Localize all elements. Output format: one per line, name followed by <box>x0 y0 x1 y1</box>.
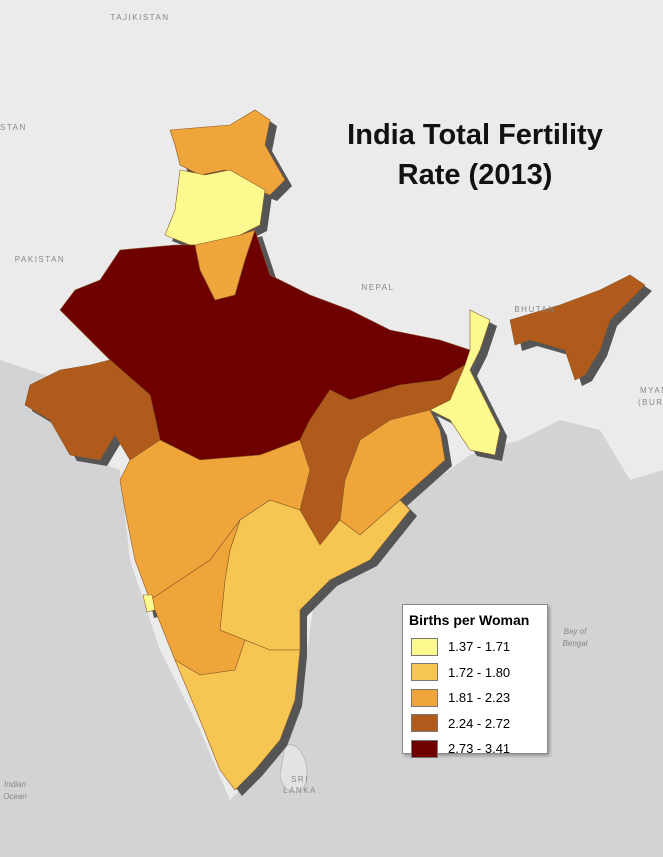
legend-swatch <box>411 688 438 707</box>
legend-swatch <box>411 739 438 758</box>
legend-label: 1.72 - 1.80 <box>448 664 511 680</box>
place-label: Indian <box>4 780 26 789</box>
place-label: TAJIKISTAN <box>110 13 169 22</box>
legend: Births per Woman 1.37 - 1.71 1.72 - 1.80 1… <box>402 604 548 758</box>
legend-label: 2.24 - 2.72 <box>448 715 511 731</box>
legend-swatch <box>411 637 438 656</box>
place-label: (BURM <box>638 398 663 407</box>
place-label: PAKISTAN <box>15 255 65 264</box>
legend-swatch <box>411 714 438 733</box>
place-label: NEPAL <box>361 283 394 292</box>
legend-item: 2.24 - 2.72 <box>411 711 547 737</box>
legend-item: 1.81 - 2.23 <box>411 685 547 711</box>
region <box>174 639 301 791</box>
place-label: MYANM <box>640 386 663 395</box>
legend-label: 1.37 - 1.71 <box>448 639 511 655</box>
regions <box>24 109 646 791</box>
region <box>142 594 156 613</box>
place-label: BHUTAN <box>514 305 555 314</box>
place-label: Bengal <box>563 639 588 648</box>
legend-label: 1.81 - 2.23 <box>448 690 511 706</box>
sri-lanka <box>279 743 308 793</box>
place-label: SRI <box>291 775 309 784</box>
legend-label: 2.73 - 3.41 <box>448 741 511 757</box>
place-label: STAN <box>0 123 27 132</box>
legend-title: Births per Woman <box>409 612 530 628</box>
legend-item: 1.72 - 1.80 <box>411 660 547 686</box>
region <box>429 309 501 456</box>
legend-item: 2.73 - 3.41 <box>411 736 547 762</box>
region <box>339 409 446 536</box>
place-label: Ocean <box>3 792 27 801</box>
legend-item: 1.37 - 1.71 <box>411 634 547 660</box>
place-label: LANKA <box>283 786 317 795</box>
region <box>509 274 646 381</box>
place-label: Bay of <box>564 627 587 636</box>
legend-rows: 1.37 - 1.71 1.72 - 1.80 1.81 - 2.23 2.24 - … <box>403 634 547 762</box>
map-title: India Total Fertility Rate (2013) <box>347 119 603 191</box>
legend-swatch <box>411 663 438 682</box>
